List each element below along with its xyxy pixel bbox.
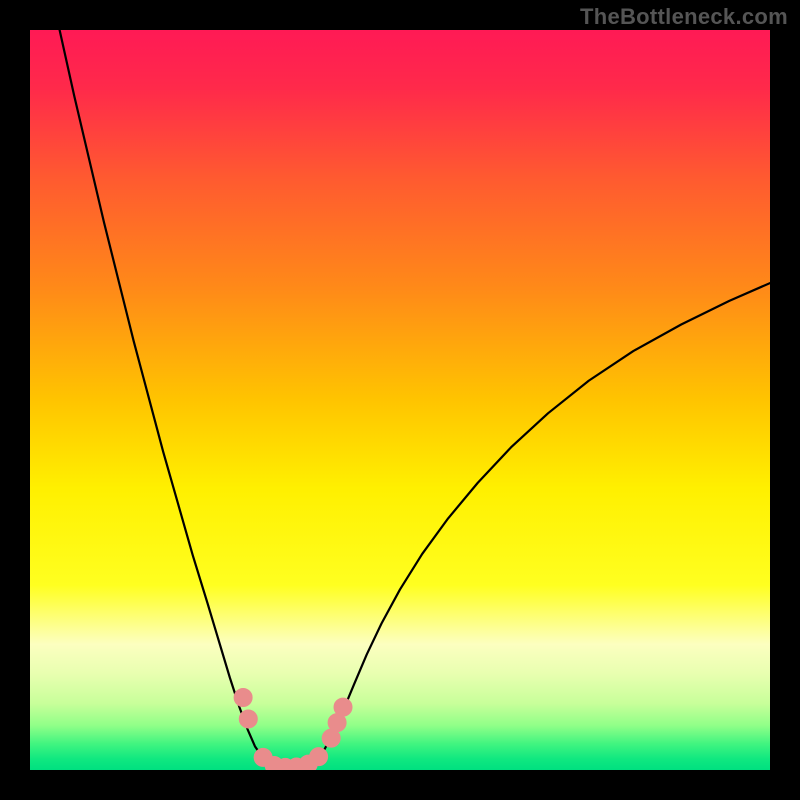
data-marker xyxy=(334,698,352,716)
data-marker xyxy=(239,710,257,728)
gradient-background xyxy=(30,30,770,770)
chart-frame: TheBottleneck.com xyxy=(0,0,800,800)
plot-area xyxy=(30,30,770,770)
data-marker xyxy=(310,748,328,766)
watermark-text: TheBottleneck.com xyxy=(580,4,788,30)
data-marker xyxy=(234,688,252,706)
chart-svg xyxy=(30,30,770,770)
